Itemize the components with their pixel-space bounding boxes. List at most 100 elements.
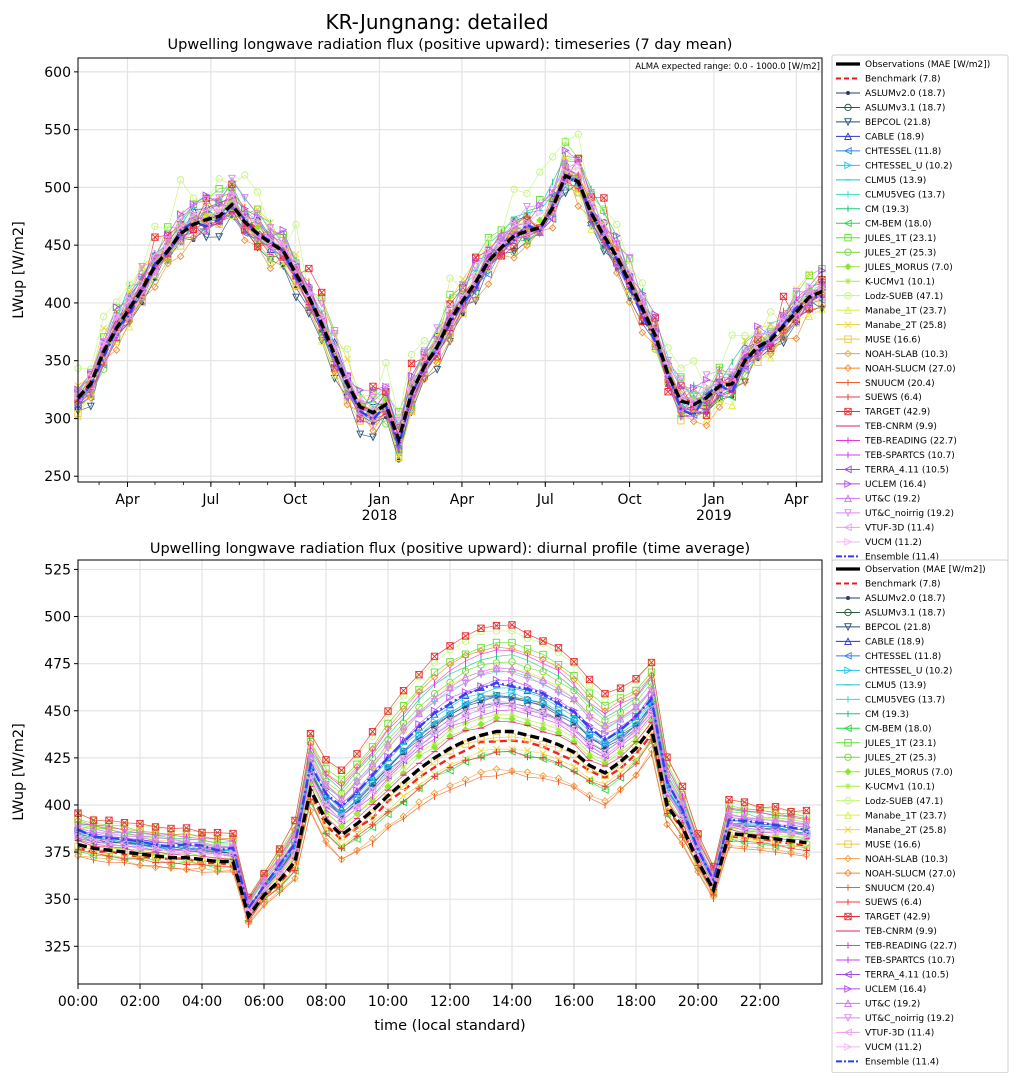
- timeseries-plot-frame: [77, 57, 823, 483]
- legend-entry-vtuf-3d-11-4: VTUF-3D (11.4): [836, 523, 934, 534]
- point-noah-slab-10-3-42: [612, 244, 621, 252]
- point-uclem-16-4-16: [279, 225, 288, 234]
- diurnal-point-target-42-9-18-box: [353, 750, 361, 758]
- diurnal-point-target-42-9-23: [430, 652, 439, 661]
- point-noah-slucm-27-0-54: [766, 350, 775, 358]
- diurnal-point-target-42-9-34: [601, 689, 609, 698]
- diurnal-point-vucm-11-2-35: [616, 740, 625, 749]
- point-vucm-11-2-35: [523, 218, 532, 227]
- diurnal-point-ut-c-19-2-26: [477, 667, 485, 676]
- diurnal-point-suews-6-4-31: [555, 759, 562, 766]
- point-ut-c-noirrig-19-2-20: [330, 329, 339, 338]
- point-vucm-11-2-38: [561, 168, 570, 177]
- point-muse-16-6-21: [343, 396, 352, 404]
- diurnal-point-chtessel-11-8-34: [600, 740, 609, 749]
- diurnal-point-vtuf-3d-11-4-27: [492, 697, 501, 706]
- y-tick-label-d-350: 350: [44, 892, 71, 908]
- diurnal-point-ut-c-noirrig-19-2-19: [368, 763, 377, 772]
- diurnal-point-target-42-9-39: [678, 782, 687, 791]
- legend-label-aslumv2-0-18-7: ASLUMv2.0 (18.7): [865, 594, 945, 604]
- point-uclem-16-4-27: [420, 350, 429, 359]
- diurnal-point-chtessel-11-8-21: [399, 747, 408, 756]
- point-bepcol-21-8-20: [330, 374, 339, 383]
- legend-entry-teb-spartcs-10-7: TEB-SPARTCS (10.7): [836, 451, 955, 461]
- diurnal-point-target-42-9-33: [585, 675, 594, 684]
- point-target-42-9-6-cross: [151, 233, 159, 241]
- diurnal-point-target-42-9-13: [275, 845, 284, 853]
- x-tick-label-d-8: 08:00: [306, 994, 346, 1010]
- diurnal-series-vucm-11-2: [74, 702, 811, 916]
- diurnal-point-target-42-9-40: [694, 830, 702, 838]
- diurnal-point-vtuf-3d-11-4-2: [104, 836, 113, 845]
- diurnal-point-vucm-11-2-46: [787, 829, 796, 838]
- point-muse-16-6-8: [176, 242, 185, 250]
- point-lodz-sueb-47-1-54: [767, 308, 775, 316]
- legend-entry-ut-c-19-2: UT&C (19.2): [836, 494, 920, 505]
- diurnal-point-uclem-16-4-26: [477, 682, 486, 691]
- diurnal-point-jules-1t-23-1-27: [492, 638, 501, 647]
- point-bepcol-21-8-34: [510, 248, 519, 257]
- legend-entry-cm-bem-18-0: CM-BEM (18.0): [836, 219, 932, 229]
- diurnal-point-target-42-9-8-cross: [198, 828, 206, 836]
- diurnal-point-manabe-2t-25-8-31: [554, 755, 563, 763]
- legend-key-uclem-16-4-marker: [844, 479, 853, 488]
- legend-entry-teb-cnrm-9-9: TEB-CNRM (9.9): [836, 927, 937, 937]
- legend-label-noah-slucm-27-0: NOAH-SLUCM (27.0): [865, 869, 956, 879]
- diurnal-point-ut-c-noirrig-19-2-34: [601, 725, 609, 734]
- diurnal-point-suews-6-4-18: [353, 833, 361, 840]
- diurnal-point-suews-6-4-30: [539, 754, 547, 761]
- legend-entry-noah-slab-10-3: NOAH-SLAB (10.3): [836, 854, 948, 865]
- diurnal-series-chtessel-11-8: [73, 691, 811, 914]
- diurnal-point-ut-c-19-2-7: [182, 838, 191, 847]
- diurnal-point-ut-c-noirrig-19-2-35: [616, 715, 625, 723]
- diurnal-point-target-42-9-18-cross: [353, 750, 361, 758]
- diurnal-point-chtessel-u-10-2-31: [554, 707, 563, 716]
- legend-entry-cable-18-9: CABLE (18.9): [836, 132, 924, 143]
- diurnal-point-target-42-9-33-cross: [586, 675, 593, 683]
- x-tick-label-d-12: 12:00: [430, 994, 470, 1010]
- diurnal-point-target-42-9-40-cross: [694, 830, 702, 838]
- y-tick-label-400: 400: [44, 296, 71, 312]
- point-ut-c-noirrig-19-2-38: [561, 165, 570, 174]
- legend-key-terra-4-11-10-5-marker: [843, 970, 852, 979]
- legend-entry-vucm-11-2: VUCM (11.2): [836, 1042, 922, 1053]
- point-lodz-sueb-47-1-43: [625, 262, 634, 270]
- diurnal-point-chtessel-u-10-2-28: [508, 687, 517, 696]
- point-noah-slucm-27-0-43: [625, 298, 634, 306]
- diurnal-point-chtessel-11-8-27: [492, 691, 501, 700]
- legend-label-teb-reading-22-7: TEB-READING (22.7): [864, 437, 957, 447]
- point-ut-c-noirrig-19-2-28: [433, 324, 442, 333]
- diurnal-point-chtessel-u-10-2-23: [430, 717, 439, 726]
- point-ut-c-19-2-21: [343, 391, 352, 399]
- point-target-42-9-41: [600, 194, 608, 202]
- diurnal-point-manabe-2t-25-8-22: [415, 781, 423, 789]
- point-target-42-9-6: [151, 233, 159, 241]
- diurnal-point-ut-c-noirrig-19-2-4: [136, 832, 144, 841]
- point-ut-c-noirrig-19-2-36: [535, 201, 544, 210]
- diurnal-line-uclem-16-4: [77, 679, 807, 909]
- point-uclem-16-4-42: [613, 231, 621, 240]
- point-noah-slucm-27-0-8: [176, 252, 185, 261]
- diurnal-point-vucm-11-2-27: [492, 702, 501, 711]
- diurnal-point-ut-c-noirrig-19-2-30: [539, 679, 547, 688]
- diurnal-line-vucm-11-2: [77, 706, 807, 913]
- diurnal-point-cable-18-9-29: [523, 686, 532, 695]
- diurnal-point-suews-6-4-17: [338, 845, 345, 852]
- diurnal-point-vucm-11-2-25: [461, 712, 470, 721]
- legend-key-noah-slab-10-3-marker: [844, 854, 852, 863]
- legend-label-jules-2t-25-3: JULES_2T (25.3): [864, 248, 936, 258]
- point-ut-c-noirrig-19-2-12: [228, 174, 236, 183]
- legend-entry-suews-6-4: SUEWS (6.4): [836, 898, 922, 908]
- legend-label-noah-slucm-27-0: NOAH-SLUCM (27.0): [865, 364, 956, 374]
- point-noah-slucm-27-0-50: [715, 403, 724, 412]
- diurnal-point-vucm-11-2-32: [570, 727, 579, 736]
- point-vtuf-3d-11-4-3: [112, 330, 121, 339]
- point-manabe-2t-25-8-21: [343, 355, 351, 363]
- x-tick-label-2018-01-01: Jan: [368, 492, 391, 508]
- point-vtuf-3d-11-4-2: [99, 354, 108, 363]
- x-tick-label-2018-04-01: Apr: [450, 492, 474, 508]
- diurnal-point-vtuf-3d-11-4-9: [213, 851, 222, 859]
- diurnal-point-suews-6-4-2: [105, 852, 113, 860]
- diurnal-point-ut-c-19-2-42: [725, 809, 733, 818]
